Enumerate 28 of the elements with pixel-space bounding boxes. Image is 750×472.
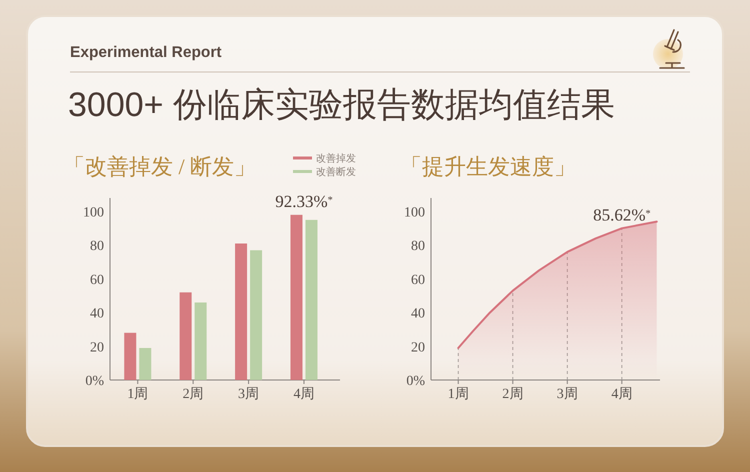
y-tick-label: 100 (404, 205, 425, 220)
x-tick-label: 3周 (556, 387, 578, 402)
y-tick-label: 60 (411, 272, 425, 288)
y-tick-label: 100 (83, 205, 104, 220)
y-tick-label: 40 (411, 306, 425, 322)
y-tick-label: 20 (90, 340, 104, 356)
x-tick-label: 4周 (293, 387, 314, 402)
y-tick-label: 20 (411, 340, 425, 356)
chart-title: 「改善掉发 / 断发」 (63, 154, 256, 179)
y-tick-label: 0% (406, 374, 426, 389)
y-tick-label: 60 (90, 272, 104, 288)
chart-title: 「提升生发速度」 (400, 154, 576, 179)
legend-label: 改善掉发 (316, 152, 356, 164)
legend-label: 改善断发 (316, 166, 356, 178)
y-tick-label: 80 (411, 239, 425, 254)
text: 3000+ 份临床实验报告数据均值结果 (68, 86, 615, 124)
x-tick-label: 1周 (127, 387, 148, 402)
y-tick-label: 80 (90, 239, 104, 254)
x-tick-label: 4周 (611, 387, 632, 402)
annotation: 92.33%$^{*}$ (275, 192, 333, 211)
y-tick-label: 0% (85, 374, 104, 389)
x-tick-label: 1周 (448, 387, 469, 402)
x-tick-label: 2周 (502, 387, 524, 402)
x-tick-label: 2周 (182, 387, 204, 402)
y-tick-label: 40 (90, 306, 104, 322)
text: Experimental Report (70, 44, 222, 61)
x-tick-label: 3周 (238, 387, 260, 402)
annotation: 85.62%$^{*}$ (593, 205, 651, 224)
